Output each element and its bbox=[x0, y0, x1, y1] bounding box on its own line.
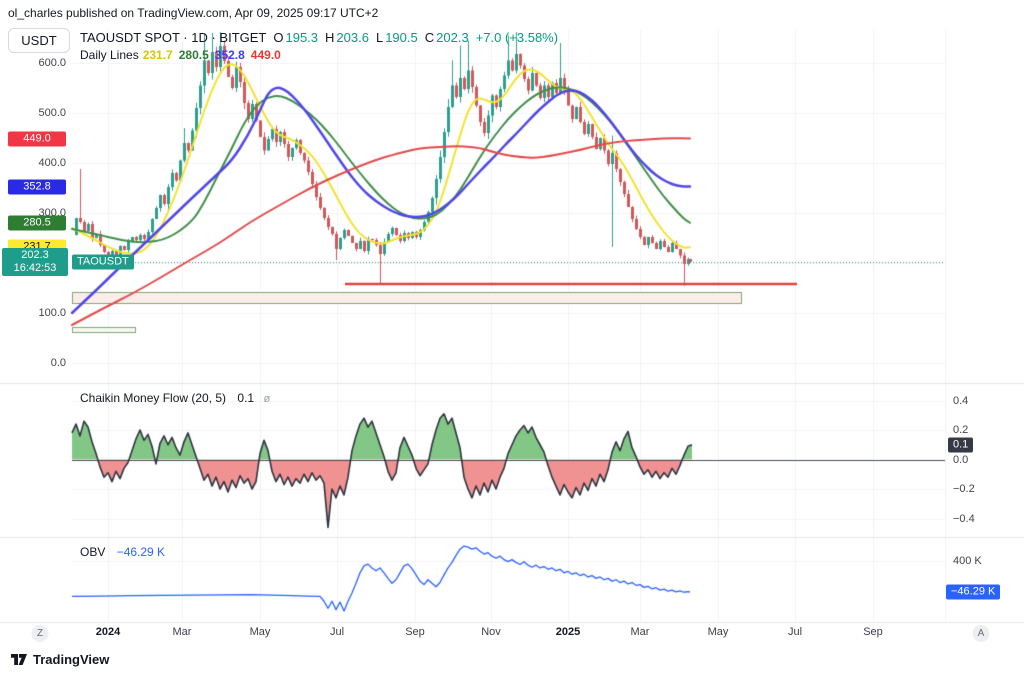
price-tick-600.0: 600.0 bbox=[38, 57, 66, 69]
cmf-tick-0.0: 0.0 bbox=[953, 453, 969, 466]
daily-line-value-1: 280.5 bbox=[178, 48, 209, 62]
time-axis-badge-Z[interactable]: Z bbox=[31, 625, 49, 642]
cmf-pane-title[interactable]: Chaikin Money Flow (20, 5) 0.1 ø bbox=[80, 391, 270, 405]
tradingview-logo-icon bbox=[11, 654, 27, 665]
currency-toggle-button[interactable]: USDT bbox=[8, 28, 70, 53]
time-axis-badge-A[interactable]: A bbox=[972, 625, 990, 642]
tradingview-logo[interactable]: TradingView bbox=[10, 652, 109, 667]
ohlc-value-L: 190.5 bbox=[385, 30, 418, 45]
cmf-current-value: 0.1 bbox=[237, 391, 255, 405]
symbol-legend[interactable]: TAOUSDT SPOT · 1D · BITGET O 195.3 H 203.6 L 1… bbox=[80, 30, 558, 45]
time-label-Jul[interactable]: Jul bbox=[329, 626, 345, 638]
symbol-tag-on-price-line: TAOUSDT bbox=[72, 254, 134, 270]
published-meta-line: ol_charles published on TradingView.com,… bbox=[8, 6, 379, 20]
time-label-Nov[interactable]: Nov bbox=[481, 626, 501, 638]
cmf-current-chip: 0.1 bbox=[948, 437, 974, 453]
currency-toggle-label: USDT bbox=[21, 33, 57, 48]
time-label-Mar[interactable]: Mar bbox=[630, 626, 650, 638]
time-label-Sep[interactable]: Sep bbox=[405, 626, 425, 638]
daily-line-value-3: 449.0 bbox=[250, 48, 281, 62]
obv-pane-title[interactable]: OBV −46.29 K bbox=[80, 545, 165, 559]
time-label-2025[interactable]: 2025 bbox=[555, 626, 581, 638]
price-tick-400.0: 400.0 bbox=[38, 157, 66, 169]
price-line-label-280.5: 280.5 bbox=[8, 215, 66, 231]
time-label-May[interactable]: May bbox=[707, 626, 729, 638]
obv-tick-400 K: 400 K bbox=[953, 555, 982, 567]
obv-current-value: −46.29 K bbox=[116, 545, 166, 559]
cmf-tick-0.4: 0.4 bbox=[953, 394, 969, 407]
daily-lines-legend[interactable]: Daily Lines 231.7 280.5 352.8 449.0 bbox=[80, 48, 293, 62]
symbol-title: TAOUSDT SPOT · 1D · BITGET bbox=[80, 30, 267, 45]
obv-current-chip: −46.29 K bbox=[946, 584, 1001, 600]
price-line-label-352.8: 352.8 bbox=[8, 179, 66, 195]
cmf-tick-−0.4: −0.4 bbox=[953, 512, 975, 525]
tradingview-logo-text: TradingView bbox=[33, 652, 110, 667]
price-line-label-449.0: 449.0 bbox=[8, 131, 66, 146]
last-price-label: 202.3 16:42:53 bbox=[2, 247, 68, 276]
cmf-tick-−0.2: −0.2 bbox=[953, 483, 975, 495]
time-label-Mar[interactable]: Mar bbox=[172, 626, 192, 638]
time-label-Jul[interactable]: Jul bbox=[787, 626, 803, 638]
time-label-May[interactable]: May bbox=[249, 626, 271, 638]
daily-line-value-2: 352.8 bbox=[214, 48, 245, 62]
daily-line-value-0: 231.7 bbox=[142, 48, 173, 62]
time-label-Sep[interactable]: Sep bbox=[863, 626, 883, 638]
cmf-title-text: Chaikin Money Flow (20, 5) bbox=[80, 391, 227, 405]
ohlc-value-C: 202.3 bbox=[436, 30, 469, 45]
cmf-source-icon: ø bbox=[263, 393, 271, 405]
price-tick-100.0: 100.0 bbox=[38, 307, 66, 319]
price-tick-500.0: 500.0 bbox=[38, 107, 66, 119]
change-value: +7.0 (+3.58%) bbox=[475, 30, 559, 45]
time-label-2024[interactable]: 2024 bbox=[95, 626, 121, 638]
price-tick-0.0: 0.0 bbox=[50, 357, 66, 369]
ohlc-value-H: 203.6 bbox=[336, 30, 369, 45]
cmf-tick-0.2: 0.2 bbox=[953, 424, 969, 436]
ohlc-key-L: L bbox=[375, 30, 384, 45]
obv-title-text: OBV bbox=[80, 545, 106, 559]
ohlc-key-O: O bbox=[273, 30, 284, 45]
daily-lines-label: Daily Lines bbox=[80, 48, 139, 62]
ohlc-key-C: C bbox=[424, 30, 435, 45]
ohlc-value-O: 195.3 bbox=[285, 30, 319, 45]
ohlc-key-H: H bbox=[325, 30, 335, 45]
